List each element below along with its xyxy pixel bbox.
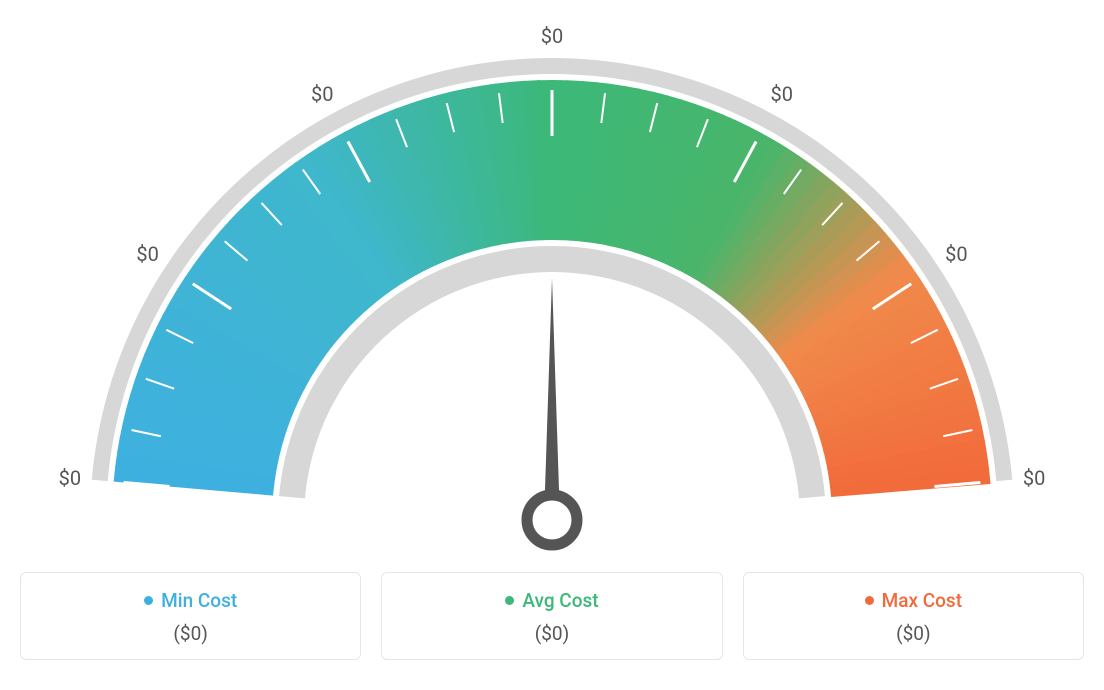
legend-card-max: Max Cost ($0) <box>743 572 1084 660</box>
cost-gauge-chart: $0 $0 $0 $0 $0 $0 $0 Min Cost ($0) Avg Cost ($… <box>20 20 1084 660</box>
gauge-tick-label: $0 <box>311 82 333 106</box>
gauge-wrapper: $0 $0 $0 $0 $0 $0 $0 <box>20 20 1084 560</box>
gauge-svg <box>20 20 1084 560</box>
gauge-tick-label: $0 <box>136 242 158 266</box>
legend-label-max: Max Cost <box>882 589 962 612</box>
legend-label-min: Min Cost <box>161 589 237 612</box>
gauge-needle-pivot <box>527 495 577 545</box>
legend-card-avg: Avg Cost ($0) <box>381 572 722 660</box>
legend-row: Min Cost ($0) Avg Cost ($0) Max Cost ($0… <box>20 572 1084 660</box>
legend-value-min: ($0) <box>29 622 352 645</box>
legend-value-avg: ($0) <box>390 622 713 645</box>
gauge-needle <box>544 278 560 520</box>
legend-card-min: Min Cost ($0) <box>20 572 361 660</box>
gauge-tick-label: $0 <box>541 24 563 48</box>
gauge-tick-label: $0 <box>770 82 792 106</box>
legend-label-avg: Avg Cost <box>522 589 598 612</box>
gauge-tick-label: $0 <box>945 242 967 266</box>
legend-value-max: ($0) <box>752 622 1075 645</box>
legend-title-avg: Avg Cost <box>505 589 598 612</box>
gauge-tick-label: $0 <box>59 466 81 490</box>
legend-title-max: Max Cost <box>865 589 962 612</box>
gauge-tick-label: $0 <box>1023 466 1045 490</box>
legend-title-min: Min Cost <box>144 589 237 612</box>
